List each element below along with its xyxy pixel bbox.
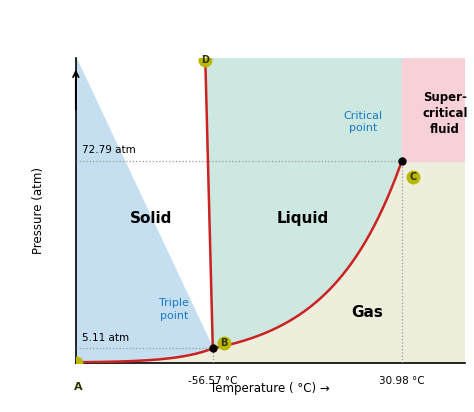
Text: Phase Diagram of Carbon Dioxide (CO$_2$): Phase Diagram of Carbon Dioxide (CO$_2$) bbox=[36, 14, 438, 36]
Y-axis label: Pressure (atm): Pressure (atm) bbox=[32, 166, 45, 254]
Text: Triple
point: Triple point bbox=[159, 298, 189, 321]
Text: D: D bbox=[201, 56, 209, 66]
Text: 72.79 atm: 72.79 atm bbox=[82, 145, 136, 155]
Text: Gas: Gas bbox=[351, 305, 383, 320]
Polygon shape bbox=[402, 161, 465, 363]
Text: 5.11 atm: 5.11 atm bbox=[82, 333, 129, 343]
Text: Solid: Solid bbox=[130, 211, 173, 226]
Text: Critical
point: Critical point bbox=[344, 111, 383, 133]
Polygon shape bbox=[402, 58, 465, 161]
Polygon shape bbox=[76, 161, 402, 363]
Text: A: A bbox=[73, 382, 82, 392]
Text: B: B bbox=[220, 338, 228, 348]
Text: Super-
critical
fluid: Super- critical fluid bbox=[422, 91, 468, 136]
Polygon shape bbox=[76, 58, 213, 362]
Polygon shape bbox=[205, 58, 402, 349]
Text: Liquid: Liquid bbox=[276, 211, 328, 226]
X-axis label: Temperature ( °C) →: Temperature ( °C) → bbox=[210, 382, 330, 395]
Text: 30.98 °C: 30.98 °C bbox=[379, 377, 425, 386]
Text: -56.57 °C: -56.57 °C bbox=[188, 377, 237, 386]
Text: C: C bbox=[409, 173, 416, 183]
